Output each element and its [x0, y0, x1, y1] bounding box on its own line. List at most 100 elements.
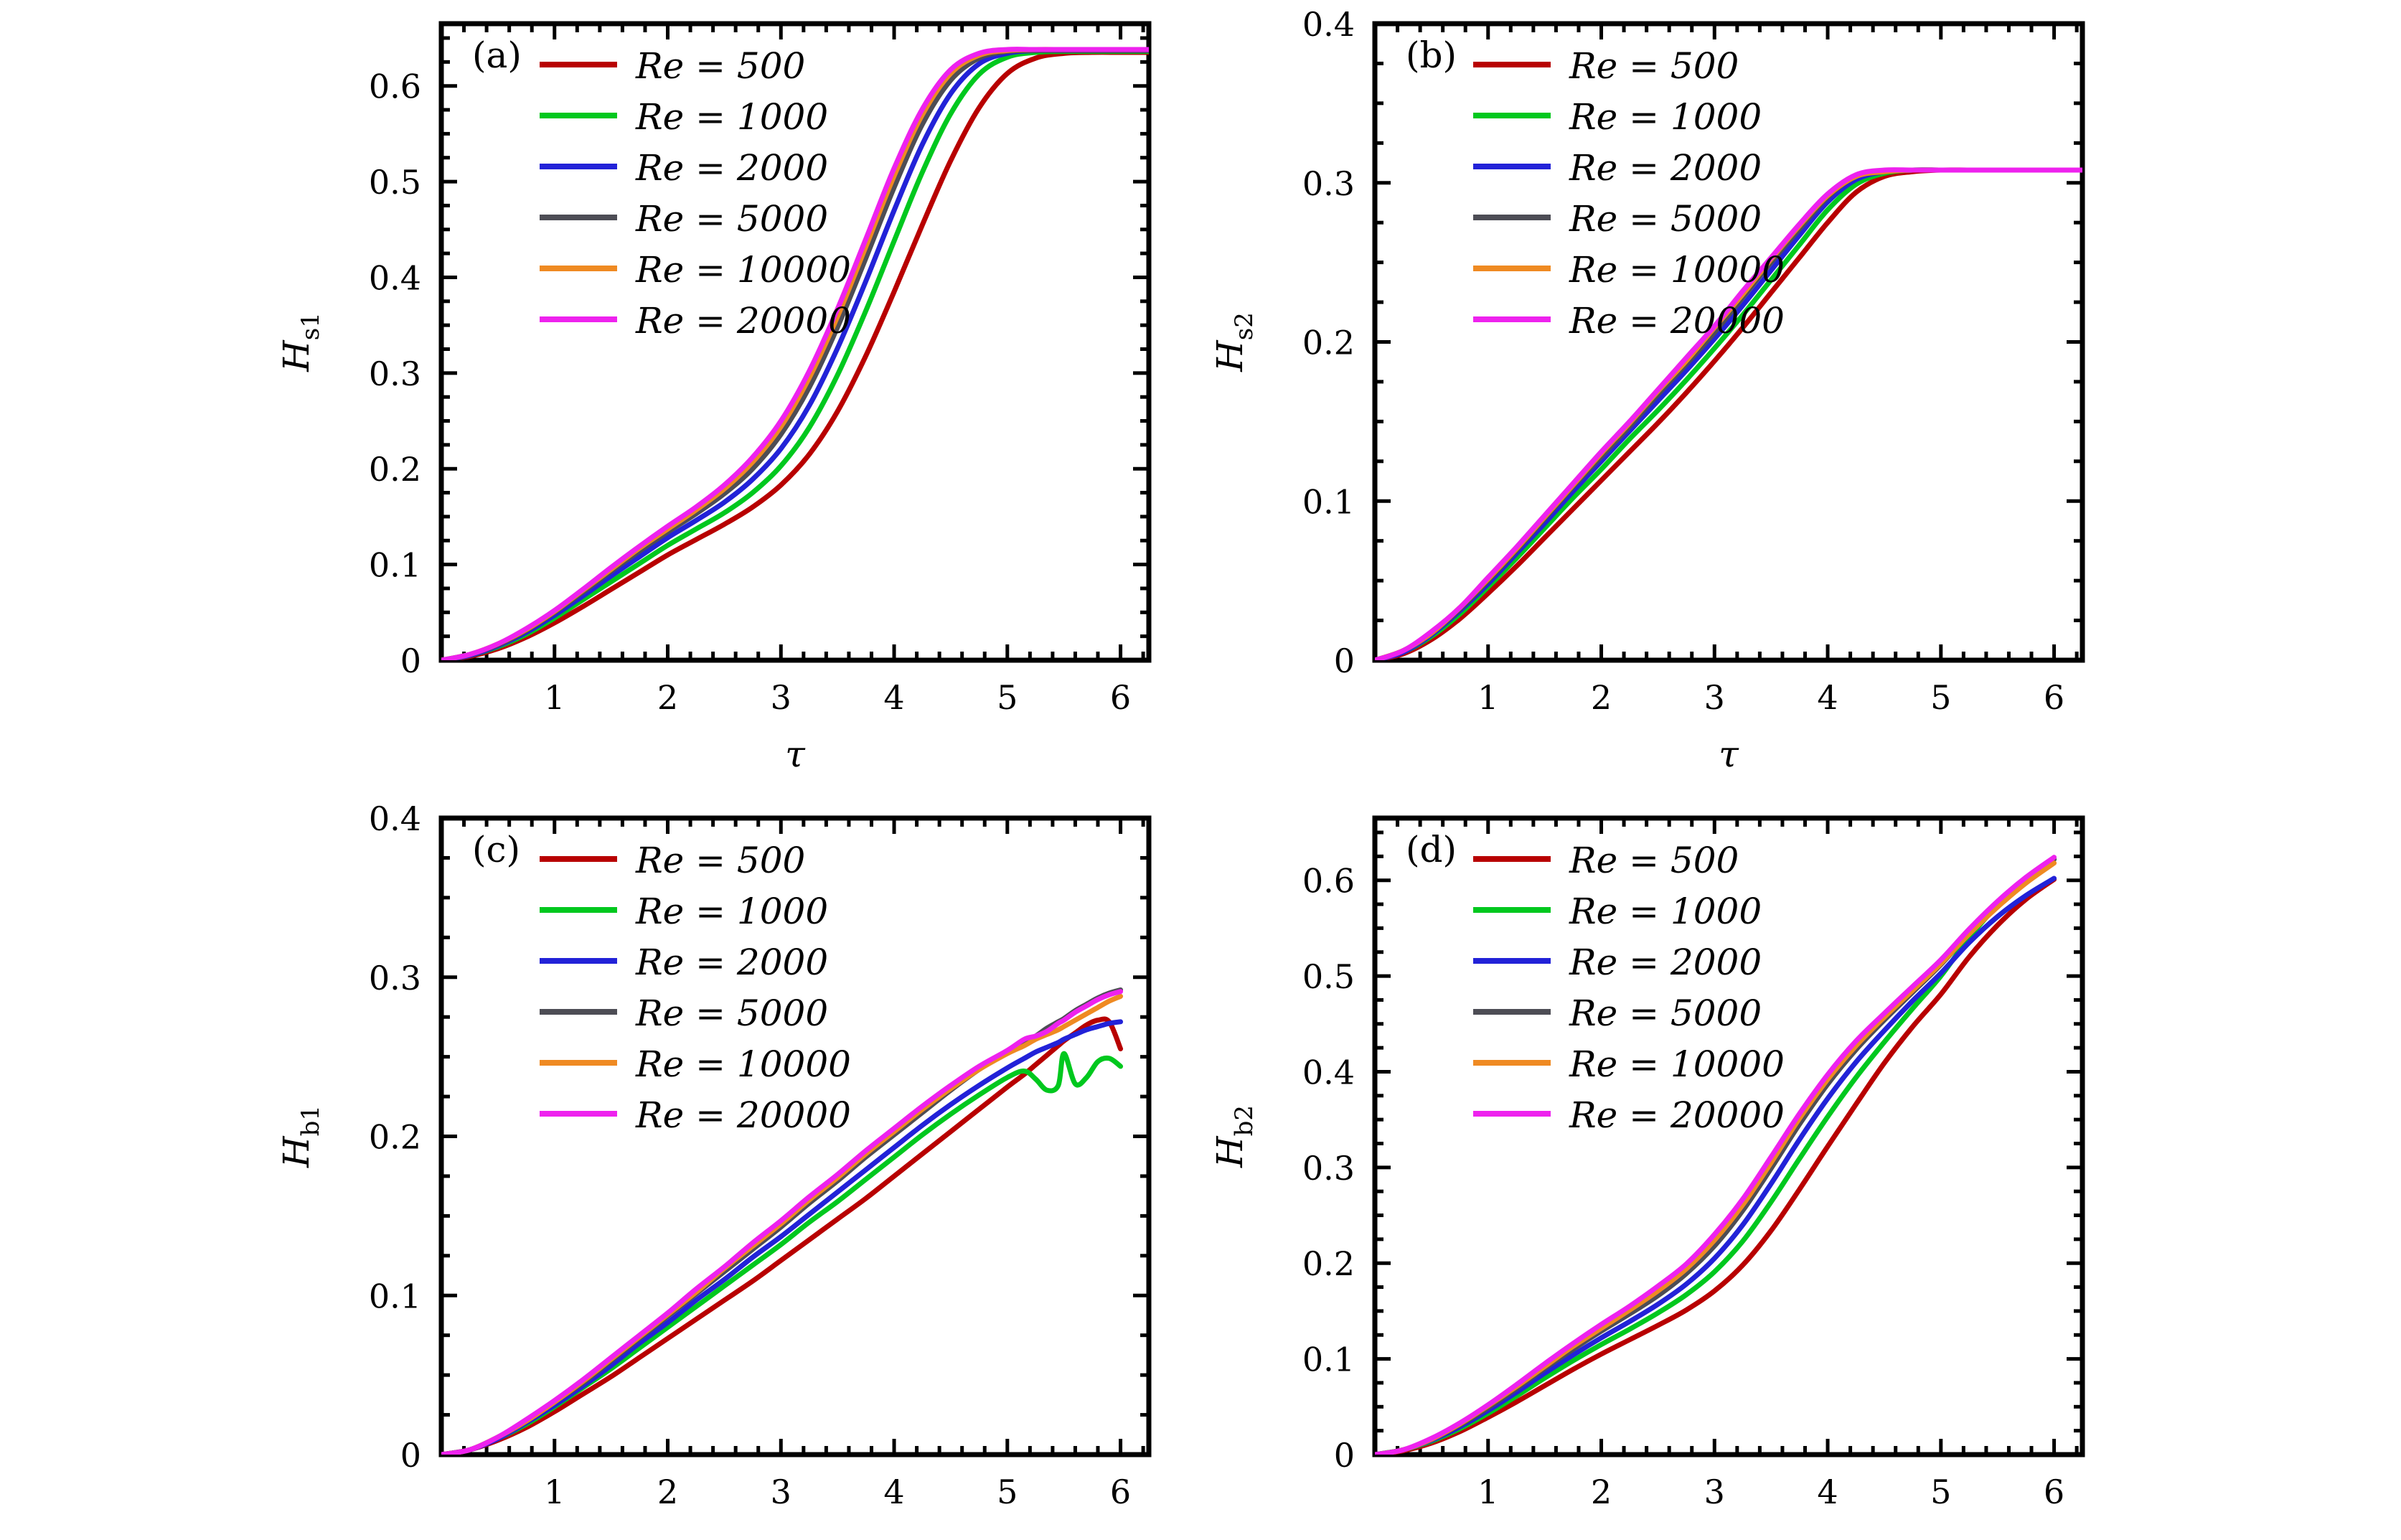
y-tick-label: 0.4 — [369, 799, 421, 838]
y-tick-label: 0.3 — [1302, 1149, 1355, 1188]
y-tick-label: 0.2 — [1302, 324, 1355, 362]
x-tick-label: 3 — [1704, 1473, 1725, 1511]
x-tick-label: 2 — [657, 678, 678, 717]
x-tick-label: 6 — [2044, 1473, 2064, 1511]
x-tick-label: 4 — [1817, 1473, 1838, 1511]
y-tick-label: 0.6 — [369, 67, 421, 106]
legend-label: Re = 500 — [635, 45, 805, 87]
legend: Re = 500 Re = 1000 Re = 2000 Re = 5000 Re = … — [540, 840, 851, 1136]
series-line — [1375, 167, 2082, 660]
y-tick-label: 0.2 — [369, 1118, 421, 1157]
series-group — [441, 987, 1124, 1455]
y-axis-label: Hs2 — [1209, 312, 1259, 372]
x-tick-label: 3 — [1704, 678, 1725, 717]
x-tick-label: 5 — [1930, 1473, 1951, 1511]
axes-frame — [438, 815, 1152, 1457]
legend-label: Re = 5000 — [1569, 198, 1762, 240]
legend-label: Re = 2000 — [635, 147, 828, 189]
legend-label: Re = 10000 — [635, 1043, 851, 1085]
svg-text:Hs2: Hs2 — [1209, 312, 1259, 372]
y-tick-label: 0.4 — [1302, 1053, 1355, 1091]
svg-text:Hs1: Hs1 — [276, 312, 325, 372]
x-tick-label: 3 — [771, 678, 791, 717]
y-tick-label: 0.1 — [369, 1277, 421, 1315]
y-tick-label: 0.1 — [1302, 482, 1355, 521]
y-tick-label: 0.1 — [369, 546, 421, 585]
panel-tag: (c) — [472, 829, 520, 870]
series-line — [441, 987, 1124, 1455]
legend-label: Re = 2000 — [1569, 942, 1762, 983]
legend-label: Re = 1000 — [1569, 891, 1762, 932]
legend-label: Re = 1000 — [635, 891, 828, 932]
series-line — [441, 993, 1124, 1455]
legend-label: Re = 2000 — [635, 942, 828, 983]
y-tick-label: 0.6 — [1302, 862, 1355, 901]
panel-tag: (b) — [1406, 34, 1457, 76]
x-tick-label: 1 — [1477, 678, 1498, 717]
y-axis-label: Hs1 — [276, 312, 325, 372]
legend-label: Re = 20000 — [635, 1094, 851, 1136]
y-tick-label: 0.5 — [369, 163, 421, 202]
x-tick-label: 6 — [2044, 678, 2064, 717]
series-line — [1375, 875, 2057, 1455]
axes-frame — [438, 21, 1152, 663]
y-tick-label: 0.2 — [369, 450, 421, 489]
x-axis-label: τ — [785, 733, 806, 775]
x-tick-label: 1 — [1477, 1473, 1498, 1511]
series-line — [441, 1016, 1124, 1455]
x-axis-label: τ — [1719, 1528, 1739, 1540]
x-tick-label: 5 — [997, 1473, 1018, 1511]
x-tick-label: 1 — [544, 1473, 565, 1511]
series-line — [1375, 856, 2057, 1455]
series-line — [441, 47, 1149, 660]
x-tick-label: 4 — [1817, 678, 1838, 717]
legend: Re = 500 Re = 1000 Re = 2000 Re = 5000 Re = … — [1473, 45, 1785, 342]
legend: Re = 500 Re = 1000 Re = 2000 Re = 5000 Re = … — [540, 45, 851, 342]
legend: Re = 500 Re = 1000 Re = 2000 Re = 5000 Re = … — [1473, 840, 1785, 1136]
series-line — [441, 47, 1149, 660]
series-line — [1375, 860, 2057, 1455]
y-tick-label: 0.4 — [369, 258, 421, 297]
series-line — [1375, 876, 2057, 1455]
x-tick-label: 2 — [657, 1473, 678, 1511]
legend-label: Re = 1000 — [1569, 96, 1762, 138]
legend-label: Re = 10000 — [1569, 249, 1785, 291]
series-line — [441, 1051, 1124, 1455]
series-line — [441, 1019, 1124, 1455]
x-axis-label: τ — [1719, 733, 1739, 775]
svg-text:Hb2: Hb2 — [1209, 1105, 1259, 1168]
legend-label: Re = 20000 — [1569, 1094, 1785, 1136]
legend-label: Re = 500 — [1569, 45, 1739, 87]
legend-label: Re = 10000 — [1569, 1043, 1785, 1085]
series-line — [441, 989, 1124, 1455]
y-axis-label: Hb2 — [1209, 1105, 1259, 1168]
legend-label: Re = 5000 — [1569, 992, 1762, 1034]
y-tick-label: 0.3 — [369, 355, 421, 393]
legend-label: Re = 10000 — [635, 249, 851, 291]
y-tick-label: 0 — [1334, 642, 1355, 680]
series-line — [1375, 167, 2082, 660]
x-axis-label: τ — [785, 1528, 806, 1540]
y-tick-label: 0.3 — [369, 959, 421, 997]
axes-frame — [1372, 815, 2085, 1457]
x-tick-label: 3 — [771, 1473, 791, 1511]
legend-label: Re = 5000 — [635, 992, 828, 1034]
y-tick-label: 0 — [400, 642, 421, 680]
x-tick-label: 4 — [883, 1473, 904, 1511]
series-line — [1375, 167, 2082, 660]
legend-label: Re = 5000 — [635, 198, 828, 240]
x-tick-label: 2 — [1591, 678, 1612, 717]
y-tick-label: 0.2 — [1302, 1244, 1355, 1283]
x-tick-label: 2 — [1591, 1473, 1612, 1511]
panel-tag: (a) — [472, 34, 522, 76]
panel-tag: (d) — [1406, 829, 1457, 870]
x-tick-label: 6 — [1110, 678, 1131, 717]
x-tick-label: 5 — [997, 678, 1018, 717]
series-line — [1375, 167, 2082, 660]
legend-label: Re = 500 — [1569, 840, 1739, 881]
series-line — [441, 47, 1149, 660]
series-line — [1375, 855, 2057, 1455]
x-tick-label: 1 — [544, 678, 565, 717]
y-tick-label: 0.4 — [1302, 5, 1355, 44]
series-line — [441, 49, 1149, 660]
